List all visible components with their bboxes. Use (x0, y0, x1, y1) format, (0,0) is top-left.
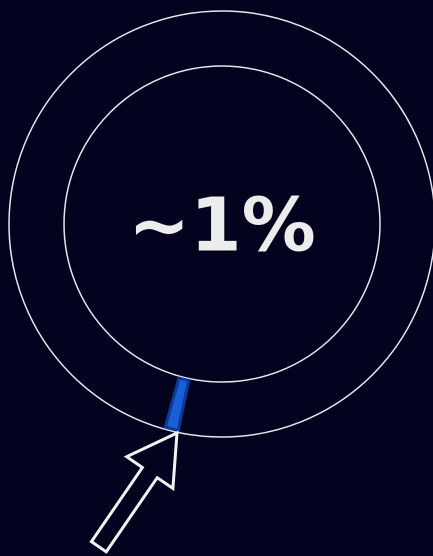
arrow-shape (89, 430, 179, 554)
value-label: ~1% (128, 183, 316, 269)
outer-ring (8, 10, 433, 438)
segment (163, 376, 191, 433)
pointer-arrow (89, 430, 179, 554)
inner-ring (63, 65, 381, 383)
